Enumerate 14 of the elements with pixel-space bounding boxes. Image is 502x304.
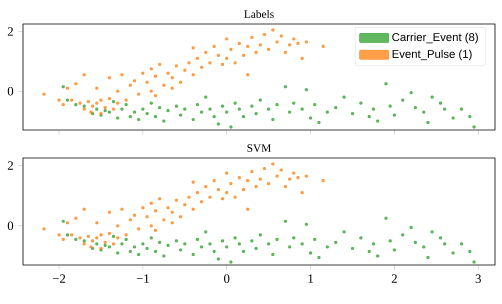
chart-title: SVM [247,144,271,152]
x-tick-label: 1 [308,274,313,283]
x-tick-label: 0 [224,274,230,283]
chart-title: Labels [244,10,274,18]
y-tick-label: 0 [8,222,14,230]
legend-label: Carrier_Event (8) [392,32,478,44]
x-tick-label: −2 [52,274,66,283]
y-tick-label: 0 [8,86,14,96]
x-tick-label: −1 [136,274,149,283]
y-tick-label: 2 [8,161,13,170]
x-tick-label: 3 [476,274,481,283]
x-tick-label: 2 [392,274,397,283]
y-tick-label: 2 [8,27,13,36]
legend-label: Event_Pulse (1) [392,50,472,60]
